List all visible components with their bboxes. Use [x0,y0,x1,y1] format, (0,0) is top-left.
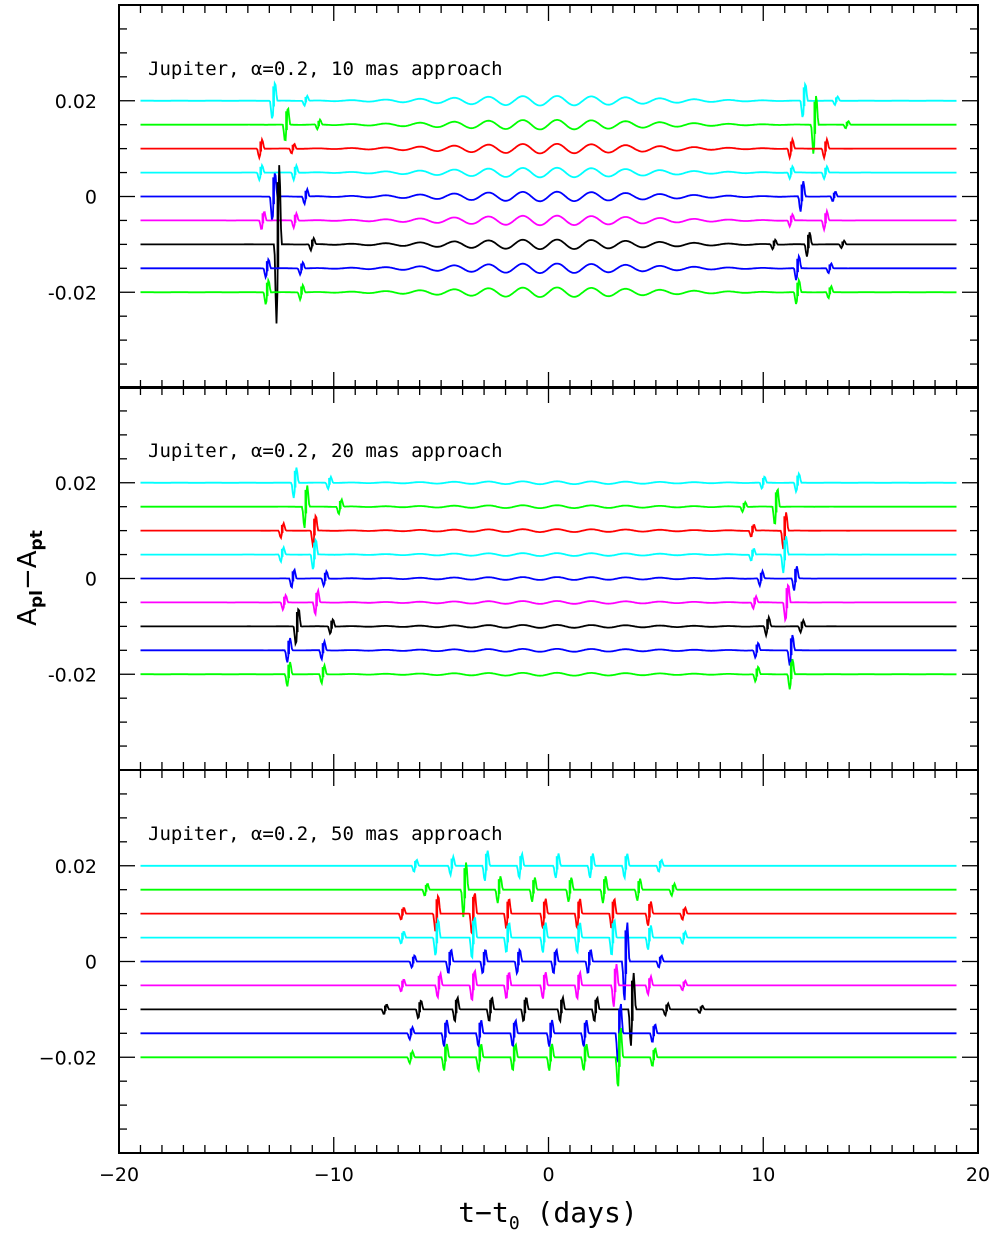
series-line [140,634,957,666]
series-line [140,583,957,624]
panel-3: 0.02 0 −0.02 Jupiter, α=0.2, 50 mas approac… [39,769,979,1154]
panel-title: Jupiter, α=0.2, 20 mas approach [148,440,503,462]
series-line [140,253,957,281]
x-axis-label-tail: (days) [520,1196,638,1229]
y-tick-label: −0.02 [39,1047,97,1069]
series-line [140,1003,957,1063]
y-axis-label-minus: − [13,568,43,590]
series-line [140,893,957,937]
y-tick-label: 0.02 [55,473,97,495]
series-line [140,162,957,183]
x-tick-label: −10 [314,1164,354,1186]
series-line [140,850,957,882]
x-tick-label: −20 [99,1164,139,1186]
series-line [140,566,957,591]
series-line [140,173,957,221]
series-line [140,922,957,1001]
y-axis-label-sub1: pl [27,590,47,608]
x-tick-label: 20 [966,1164,990,1186]
x-tick-label: 0 [542,1164,554,1186]
series-line [140,862,957,918]
panels: 0.02 0 -0.02 Jupiter, α=0.2, 10 mas approac… [39,4,990,1186]
series-line [140,276,957,305]
series-line [140,80,957,119]
series-line [140,207,957,233]
panel-title: Jupiter, α=0.2, 10 mas approach [148,58,503,80]
series-line [140,512,957,550]
x-axis-label-sub: 0 [509,1213,520,1233]
series-line [140,485,957,529]
x-axis-label: t−t0 (days) [458,1196,637,1233]
series-line [140,658,957,690]
x-axis-label-main: t−t [458,1196,509,1229]
y-tick-label: 0.02 [55,91,97,113]
y-axis-label-main2: A [13,550,43,568]
y-axis-label-main: A [13,608,43,626]
panel-title: Jupiter, α=0.2, 50 mas approach [148,823,503,845]
series-line [140,467,957,499]
series-line [140,135,957,162]
series-line [140,963,957,1007]
series-line [140,972,957,1046]
series-line [140,165,957,324]
y-tick-label: -0.02 [48,282,97,304]
y-tick-label: 0.02 [55,856,97,878]
panel-2: 0.02 0 -0.02 Jupiter, α=0.2, 20 mas approac… [48,386,979,771]
series-line [140,1027,957,1087]
y-tick-label: -0.02 [48,664,97,686]
series-line [140,607,957,648]
series-line [140,95,957,154]
y-tick-label: 0 [85,187,97,209]
series-line [140,916,957,960]
y-axis-label: Apl−Apt [13,530,47,626]
series-line [140,536,957,574]
y-tick-label: 0 [85,952,97,974]
y-tick-label: 0 [85,569,97,591]
x-tick-label: 10 [751,1164,775,1186]
panel-1: 0.02 0 -0.02 Jupiter, α=0.2, 10 mas approac… [48,4,979,389]
y-axis-label-sub2: pt [27,530,47,550]
